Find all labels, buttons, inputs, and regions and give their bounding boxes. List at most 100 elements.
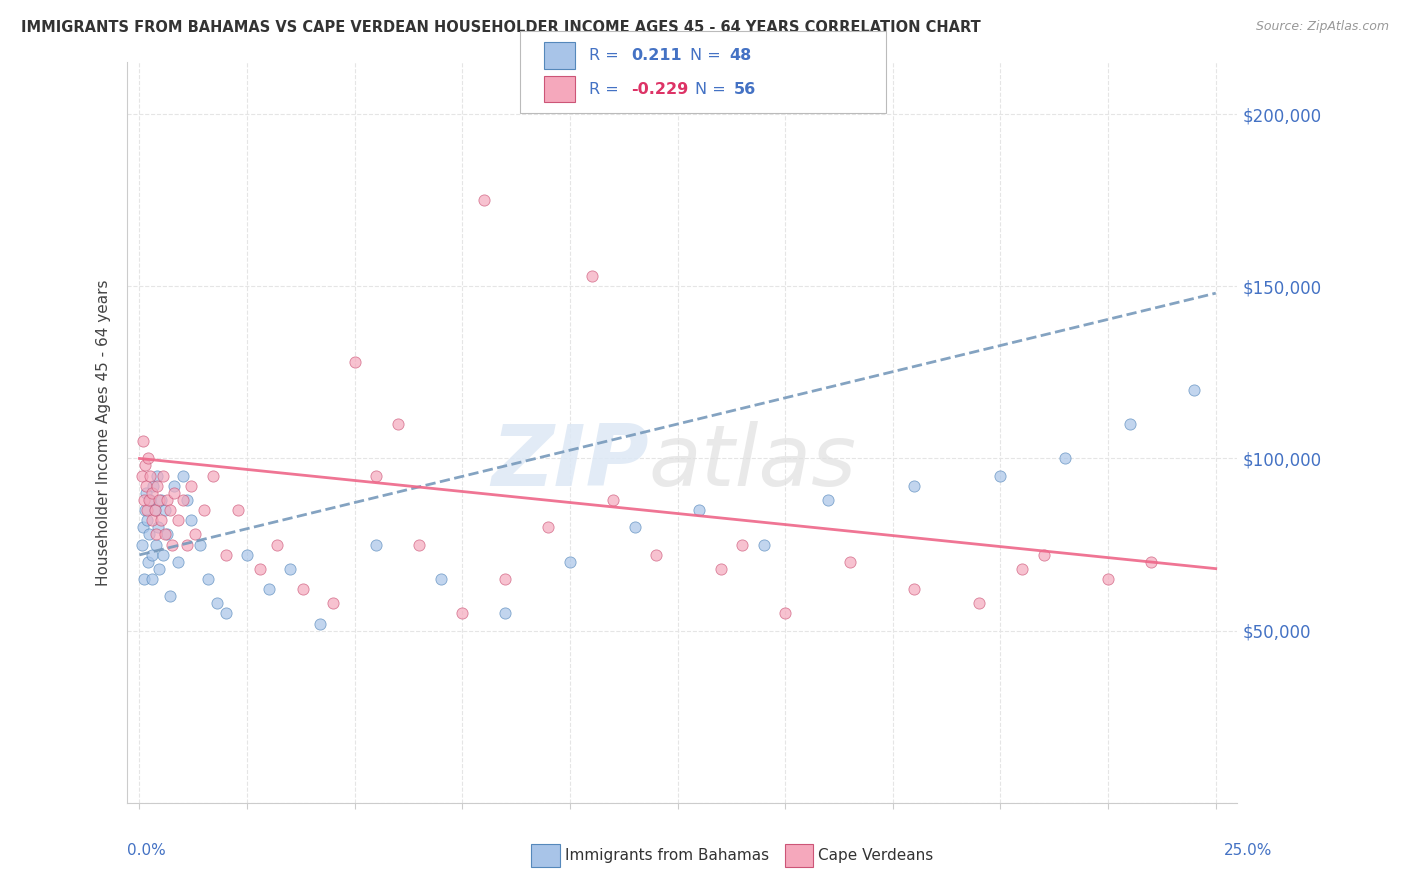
Point: [903, 479, 925, 493]
Point: [156, 527, 179, 541]
Point: [156, 492, 179, 507]
Point: [135, 479, 157, 493]
Point: [145, 468, 167, 483]
Point: [430, 572, 453, 586]
Point: [172, 468, 194, 483]
Point: [136, 451, 159, 466]
Point: [135, 486, 157, 500]
Point: [132, 520, 155, 534]
Point: [188, 537, 211, 551]
Text: -0.229: -0.229: [631, 81, 689, 96]
Point: [602, 492, 624, 507]
Point: [149, 513, 172, 527]
Point: [197, 572, 219, 586]
Point: [228, 503, 250, 517]
Point: [1140, 555, 1163, 569]
Text: 0.0%: 0.0%: [127, 843, 166, 858]
Point: [408, 537, 430, 551]
Point: [1118, 417, 1140, 431]
Point: [309, 616, 332, 631]
Point: [163, 479, 186, 493]
Text: atlas: atlas: [648, 421, 856, 504]
Point: [145, 537, 167, 551]
Point: [145, 527, 167, 541]
Point: [731, 537, 754, 551]
Text: 25.0%: 25.0%: [1225, 843, 1272, 858]
Point: [472, 193, 495, 207]
Point: [193, 503, 215, 517]
Point: [494, 607, 516, 621]
Point: [688, 503, 710, 517]
Point: [138, 527, 160, 541]
Text: ZIP: ZIP: [491, 421, 648, 504]
Point: [155, 503, 177, 517]
Point: [201, 468, 224, 483]
Point: [131, 468, 153, 483]
Point: [141, 548, 163, 562]
Point: [176, 492, 198, 507]
Point: [387, 417, 409, 431]
Point: [131, 537, 153, 551]
Point: [1182, 383, 1205, 397]
Y-axis label: Householder Income Ages 45 - 64 years: Householder Income Ages 45 - 64 years: [96, 279, 111, 586]
Point: [143, 503, 166, 517]
Point: [148, 561, 170, 575]
Point: [163, 486, 186, 500]
Point: [494, 572, 516, 586]
Point: [1097, 572, 1119, 586]
Text: 48: 48: [730, 48, 752, 63]
Point: [142, 479, 165, 493]
Text: N =: N =: [695, 81, 731, 96]
Point: [266, 537, 288, 551]
Point: [176, 537, 198, 551]
Point: [167, 513, 190, 527]
Point: [159, 589, 181, 603]
Point: [1054, 451, 1077, 466]
Point: [623, 520, 645, 534]
Point: [773, 607, 796, 621]
Point: [558, 555, 581, 569]
Text: R =: R =: [589, 48, 624, 63]
Point: [180, 513, 202, 527]
Text: 56: 56: [734, 81, 756, 96]
Point: [148, 492, 170, 507]
Text: Source: ZipAtlas.com: Source: ZipAtlas.com: [1256, 20, 1389, 33]
Point: [257, 582, 280, 597]
Text: 0.211: 0.211: [631, 48, 682, 63]
Point: [710, 561, 733, 575]
Point: [214, 607, 236, 621]
Point: [366, 468, 388, 483]
Point: [149, 492, 172, 507]
Point: [967, 596, 990, 610]
Text: N =: N =: [690, 48, 727, 63]
Point: [322, 596, 344, 610]
Point: [138, 492, 160, 507]
Point: [249, 561, 271, 575]
Point: [136, 503, 159, 517]
Point: [236, 548, 259, 562]
Point: [167, 555, 190, 569]
Point: [366, 537, 388, 551]
Point: [134, 458, 156, 473]
Text: Cape Verdeans: Cape Verdeans: [818, 848, 934, 863]
Point: [343, 355, 366, 369]
Point: [537, 520, 560, 534]
Point: [132, 492, 155, 507]
Point: [134, 503, 156, 517]
Point: [184, 527, 207, 541]
Point: [136, 555, 159, 569]
Point: [451, 607, 474, 621]
Point: [214, 548, 236, 562]
Point: [180, 479, 202, 493]
Point: [160, 537, 183, 551]
Text: Immigrants from Bahamas: Immigrants from Bahamas: [565, 848, 769, 863]
Text: R =: R =: [589, 81, 624, 96]
Point: [752, 537, 775, 551]
Point: [141, 513, 163, 527]
Point: [990, 468, 1012, 483]
Point: [136, 513, 159, 527]
Point: [139, 468, 162, 483]
Point: [645, 548, 668, 562]
Point: [143, 503, 166, 517]
Point: [146, 520, 169, 534]
